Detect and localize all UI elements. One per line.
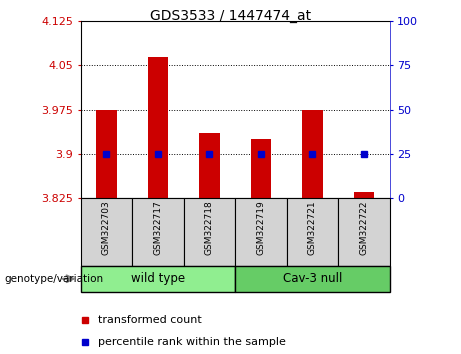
Text: GSM322703: GSM322703 bbox=[102, 200, 111, 255]
Text: GSM322717: GSM322717 bbox=[154, 200, 162, 255]
Text: genotype/variation: genotype/variation bbox=[5, 274, 104, 284]
Bar bbox=[199, 133, 220, 198]
Text: transformed count: transformed count bbox=[98, 315, 201, 325]
Text: GSM322719: GSM322719 bbox=[256, 200, 266, 255]
Text: percentile rank within the sample: percentile rank within the sample bbox=[98, 337, 285, 347]
Bar bbox=[302, 110, 323, 198]
Text: GSM322721: GSM322721 bbox=[308, 200, 317, 255]
Text: GSM322718: GSM322718 bbox=[205, 200, 214, 255]
Text: GDS3533 / 1447474_at: GDS3533 / 1447474_at bbox=[150, 9, 311, 23]
Text: GSM322722: GSM322722 bbox=[359, 200, 368, 255]
Bar bbox=[354, 192, 374, 198]
Text: Cav-3 null: Cav-3 null bbox=[283, 272, 342, 285]
Bar bbox=[338, 198, 390, 266]
Text: wild type: wild type bbox=[131, 272, 185, 285]
Bar bbox=[250, 139, 271, 198]
Bar bbox=[235, 198, 287, 266]
Bar bbox=[96, 110, 117, 198]
Bar bbox=[132, 198, 183, 266]
Bar bbox=[81, 198, 132, 266]
Bar bbox=[183, 198, 235, 266]
Bar bbox=[287, 198, 338, 266]
Bar bbox=[81, 266, 235, 292]
Bar bbox=[235, 266, 390, 292]
Bar bbox=[148, 57, 168, 198]
